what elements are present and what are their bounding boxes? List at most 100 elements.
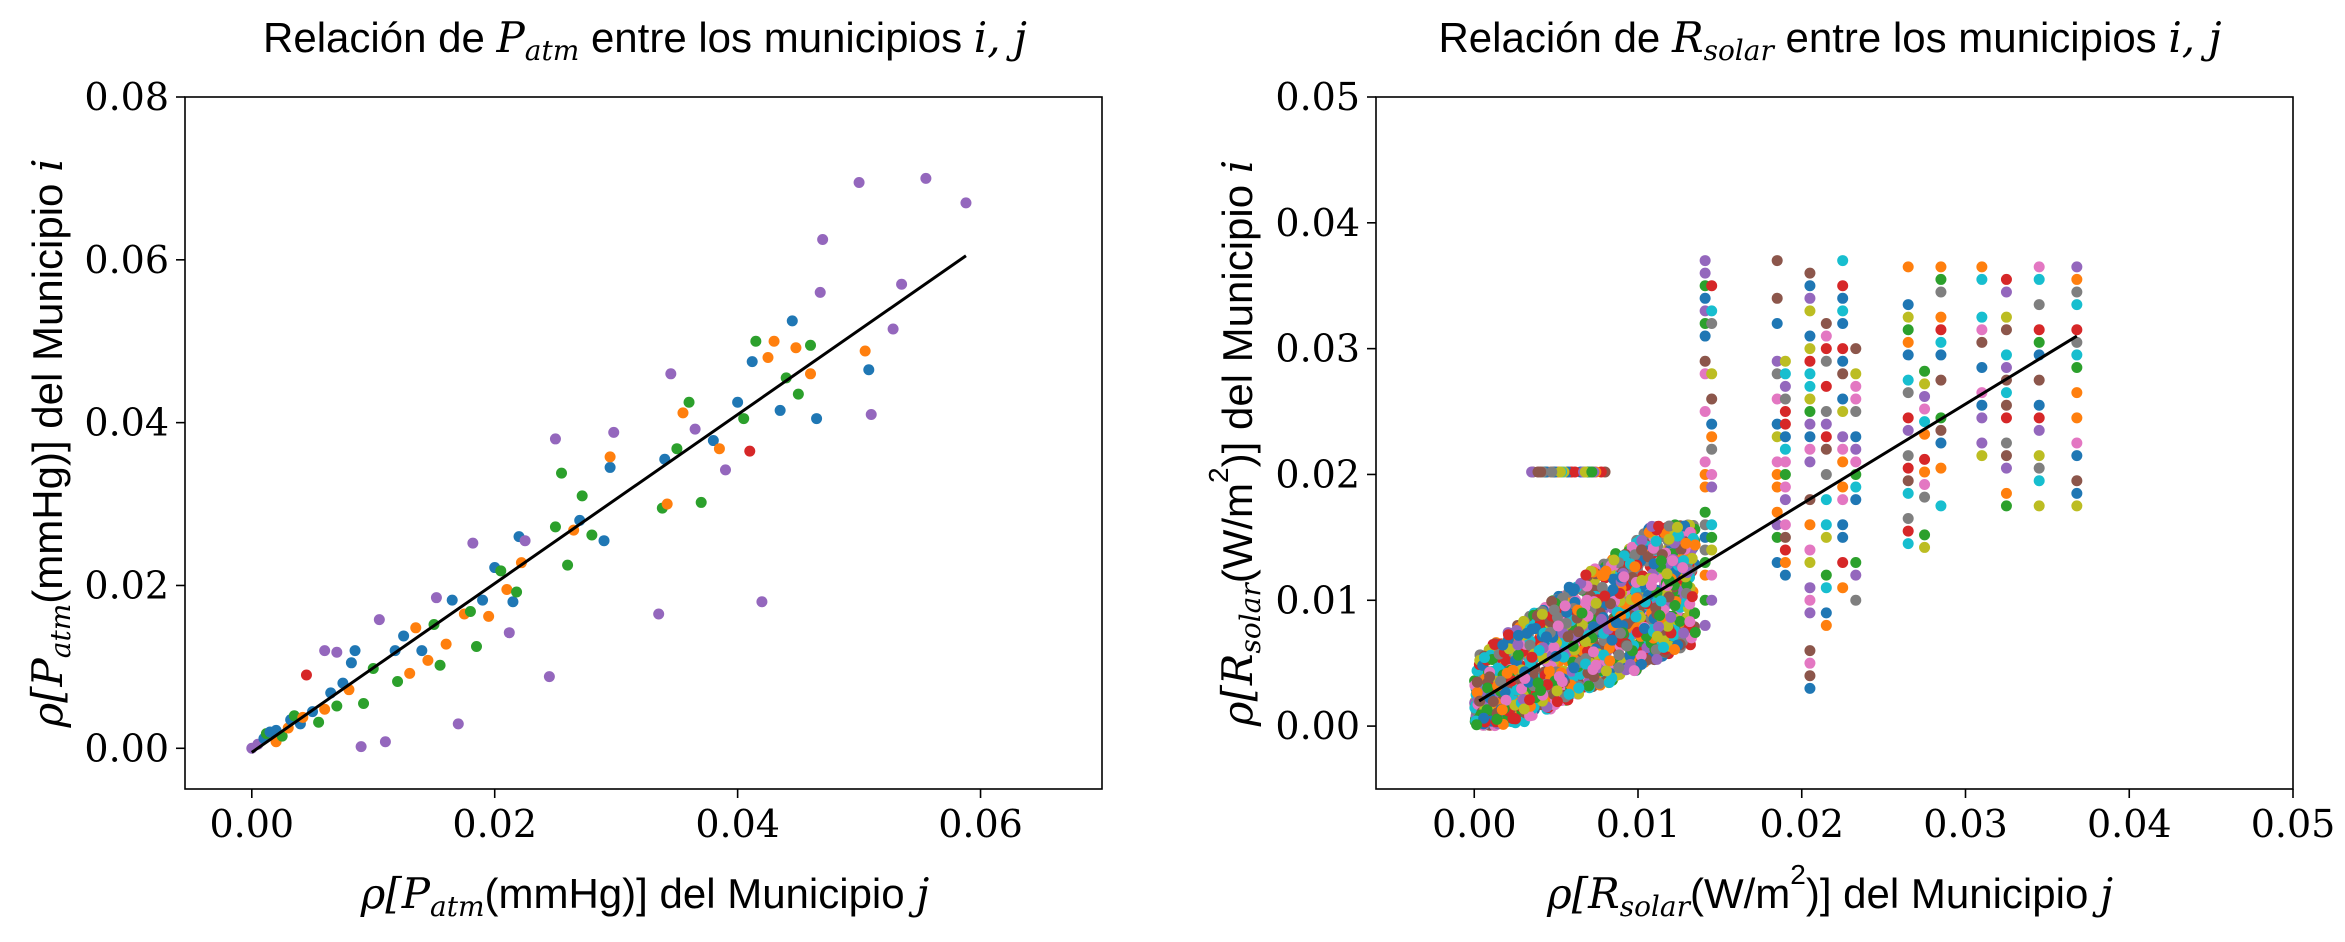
scatter-point bbox=[1618, 571, 1630, 583]
scatter-point bbox=[1590, 659, 1602, 671]
scatter-point bbox=[1820, 519, 1832, 531]
scatter-point bbox=[1935, 424, 1947, 436]
scatter-point bbox=[1481, 704, 1493, 716]
scatter-point bbox=[1902, 512, 1914, 524]
scatter-point bbox=[1706, 317, 1718, 329]
scatter-point bbox=[1706, 519, 1718, 531]
y-axis: 0.00 0.02 0.04 0.06 0.08 bbox=[84, 75, 185, 770]
scatter-point bbox=[1484, 671, 1496, 683]
x-tick-label: 0.02 bbox=[452, 802, 537, 846]
scatter-point bbox=[319, 645, 331, 657]
x-tick-label: 0.06 bbox=[938, 802, 1023, 846]
scatter-point bbox=[1837, 494, 1849, 506]
scatter-point bbox=[1837, 355, 1849, 367]
scatter-point bbox=[707, 435, 719, 447]
scatter-point bbox=[1677, 562, 1689, 574]
scatter-point bbox=[732, 396, 744, 408]
scatter-point bbox=[1706, 531, 1718, 543]
scatter-point bbox=[1667, 555, 1679, 567]
scatter-point bbox=[1518, 615, 1530, 627]
scatter-point bbox=[2071, 273, 2083, 285]
scatter-point bbox=[1837, 317, 1849, 329]
scatter-point bbox=[1489, 639, 1501, 651]
scatter-point bbox=[2000, 311, 2012, 323]
scatter-point bbox=[1804, 418, 1816, 430]
scatter-point bbox=[1902, 324, 1914, 336]
scatter-point bbox=[1837, 343, 1849, 355]
scatter-point bbox=[1804, 267, 1816, 279]
scatter-point bbox=[1850, 393, 1862, 405]
scatter-point bbox=[373, 614, 385, 626]
scatter-point bbox=[1850, 368, 1862, 380]
scatter-point bbox=[1837, 393, 1849, 405]
scatter-point bbox=[1684, 616, 1696, 628]
scatter-point bbox=[2033, 462, 2045, 474]
scatter-point bbox=[1699, 330, 1711, 342]
scatter-point bbox=[470, 641, 482, 653]
scatter-point bbox=[1487, 695, 1499, 707]
scatter-point bbox=[2071, 437, 2083, 449]
chart-rsolar: Relación de Rsolar entre los municipios … bbox=[1203, 13, 2335, 923]
scatter-point bbox=[653, 608, 665, 620]
scatter-point bbox=[288, 710, 300, 722]
scatter-point bbox=[1771, 456, 1783, 468]
scatter-point bbox=[1902, 349, 1914, 361]
y-tick-label: 0.00 bbox=[1275, 704, 1360, 748]
scatter-point bbox=[1500, 694, 1512, 706]
scatter-point bbox=[1850, 569, 1862, 581]
scatter-point bbox=[1902, 387, 1914, 399]
scatter-point bbox=[1500, 655, 1512, 667]
scatter-point bbox=[1919, 453, 1931, 465]
scatter-point bbox=[1678, 627, 1690, 639]
scatter-point bbox=[1804, 380, 1816, 392]
scatter-point bbox=[1837, 519, 1849, 531]
scatter-point bbox=[1568, 583, 1580, 595]
scatter-point bbox=[863, 364, 875, 376]
scatter-point bbox=[1706, 305, 1718, 317]
scatter-point bbox=[1512, 649, 1524, 661]
scatter-point bbox=[1935, 324, 1947, 336]
scatter-point bbox=[1976, 399, 1988, 411]
scatter-point bbox=[477, 594, 489, 606]
scatter-point bbox=[1804, 330, 1816, 342]
scatter-point bbox=[1671, 521, 1683, 533]
scatter-point bbox=[430, 592, 442, 604]
scatter-point bbox=[483, 610, 495, 622]
scatter-point bbox=[349, 645, 361, 657]
scatter-point bbox=[1706, 569, 1718, 581]
scatter-point bbox=[464, 606, 476, 618]
scatter-point bbox=[501, 584, 513, 596]
scatter-point bbox=[1935, 500, 1947, 512]
y-tick-label: 0.00 bbox=[84, 726, 169, 770]
scatter-point bbox=[1478, 652, 1490, 664]
scatter-point bbox=[1820, 494, 1832, 506]
scatter-point bbox=[1663, 533, 1675, 545]
scatter-point bbox=[1850, 557, 1862, 569]
scatter-point bbox=[1820, 317, 1832, 329]
scatter-point bbox=[1771, 557, 1783, 569]
scatter-point bbox=[2071, 487, 2083, 499]
scatter-point bbox=[1636, 574, 1648, 586]
scatter-point bbox=[1804, 557, 1816, 569]
scatter-point bbox=[1804, 519, 1816, 531]
scatter-point bbox=[608, 426, 620, 438]
scatter-point bbox=[519, 535, 531, 547]
scatter-point bbox=[1820, 531, 1832, 543]
scatter-point bbox=[744, 445, 756, 457]
scatter-point bbox=[1706, 418, 1718, 430]
scatter-point bbox=[410, 622, 422, 634]
scatter-point bbox=[750, 335, 762, 347]
scatter-point bbox=[1551, 696, 1563, 708]
scatter-point bbox=[1850, 456, 1862, 468]
scatter-point bbox=[1655, 595, 1667, 607]
scatter-point bbox=[665, 368, 677, 380]
scatter-point bbox=[1919, 529, 1931, 541]
scatter-point bbox=[1919, 378, 1931, 390]
scatter-point bbox=[2000, 387, 2012, 399]
scatter-point bbox=[865, 409, 877, 421]
scatter-point bbox=[1919, 479, 1931, 491]
y-tick-label: 0.08 bbox=[84, 75, 169, 119]
scatter-point bbox=[2071, 261, 2083, 273]
scatter-point bbox=[398, 630, 410, 642]
scatter-point bbox=[1820, 468, 1832, 480]
